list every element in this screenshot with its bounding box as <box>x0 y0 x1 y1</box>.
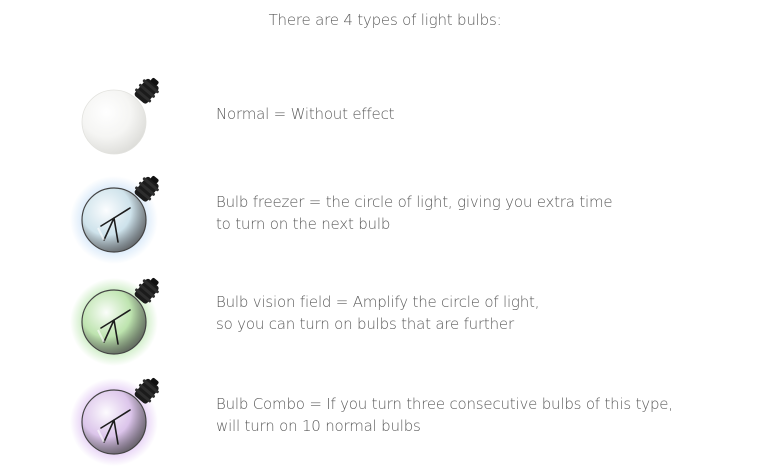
bulb-description-combo: Bulb Combo = If you turn three consecuti… <box>216 393 673 437</box>
bulb-description-normal: Normal = Without effect <box>216 103 395 125</box>
bulb-description-line: to turn on the next bulb <box>216 215 391 233</box>
bulb-description-vision-field: Bulb vision field = Amplify the circle o… <box>216 291 539 335</box>
light-bulb-freezer-icon <box>68 170 168 266</box>
light-bulb-combo-icon <box>70 377 159 466</box>
light-bulb-freezer-icon <box>70 175 159 264</box>
bulb-screw-base <box>134 175 159 202</box>
bulb-description-line: so you can turn on bulbs that are furthe… <box>216 315 514 333</box>
bulb-filament <box>100 409 131 445</box>
light-bulb-combo-icon <box>68 372 168 468</box>
bulb-screw-base <box>134 77 159 104</box>
light-bulb-vision-field-icon <box>68 272 168 368</box>
bulb-description-line: Bulb vision field = Amplify the circle o… <box>216 293 540 311</box>
bulb-description-line: Bulb Combo = If you turn three consecuti… <box>216 395 673 413</box>
bulb-description-line: will turn on 10 normal bulbs <box>216 417 421 435</box>
light-bulb-normal-icon <box>70 77 159 166</box>
bulb-filament <box>100 207 131 243</box>
page-title: There are 4 types of light bulbs: <box>268 11 502 29</box>
light-bulb-normal-icon <box>68 72 168 168</box>
bulb-screw-base <box>134 377 159 404</box>
bulb-screw-base <box>134 277 159 304</box>
bulb-description-freezer: Bulb freezer = the circle of light, givi… <box>216 191 613 235</box>
bulb-description-line: Bulb freezer = the circle of light, givi… <box>216 193 613 211</box>
bulb-filament <box>100 309 131 345</box>
bulb-description-line: Normal = Without effect <box>216 105 395 123</box>
bulb-glass <box>81 89 147 155</box>
light-bulb-vision-field-icon <box>70 277 159 366</box>
